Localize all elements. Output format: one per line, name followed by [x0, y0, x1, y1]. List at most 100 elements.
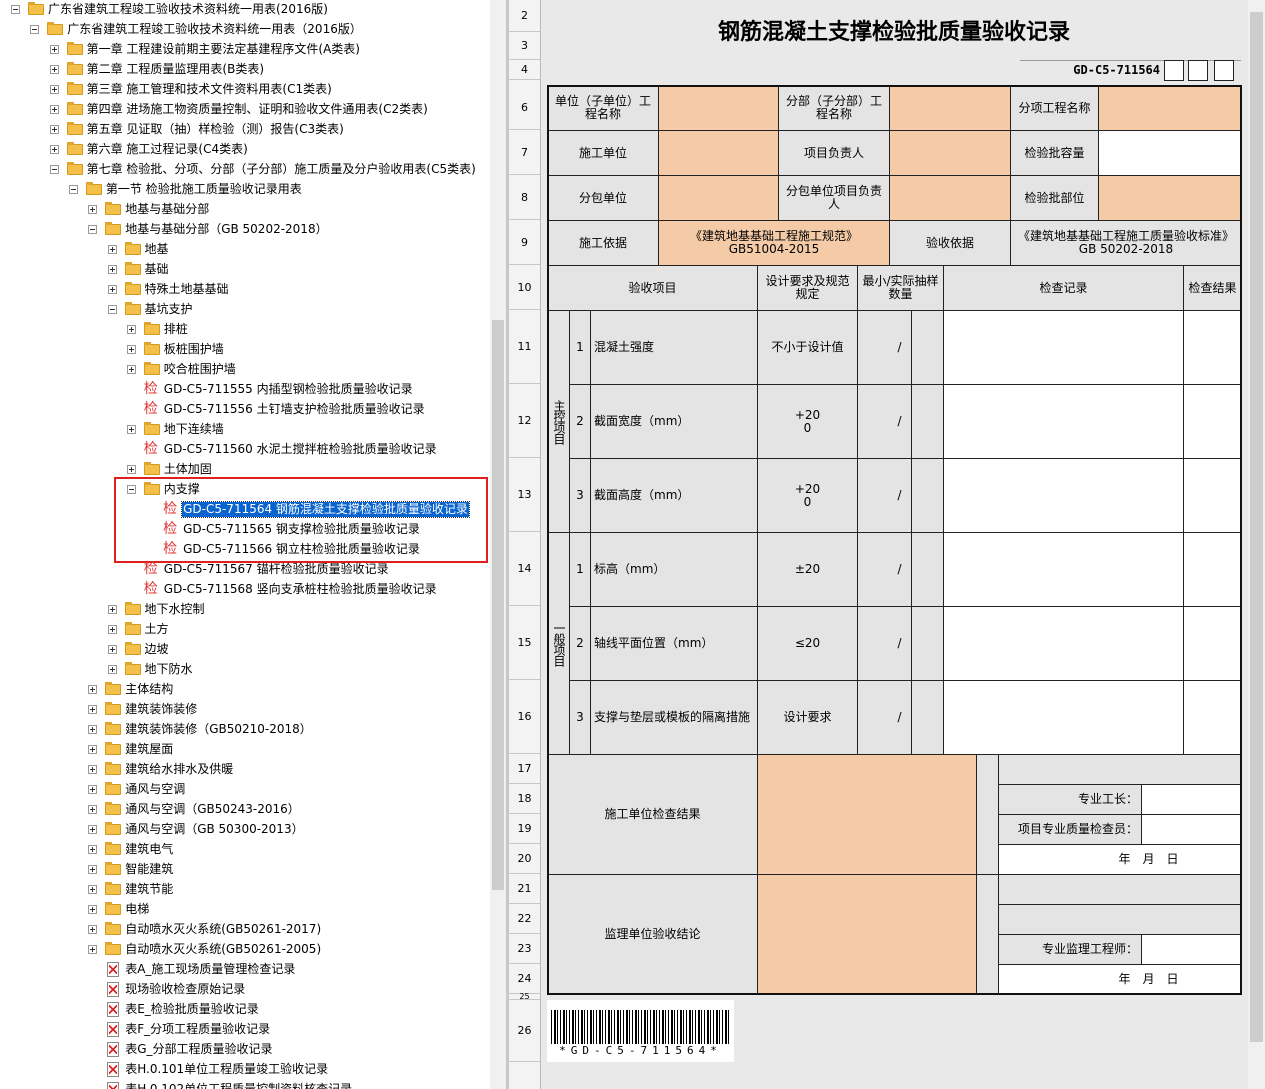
expander[interactable]: [107, 285, 117, 294]
expander[interactable]: [88, 905, 98, 914]
row-number[interactable]: 15: [509, 606, 540, 680]
tree-item-label[interactable]: 第三章 施工管理和技术文件资料用表(C1类表): [86, 82, 332, 96]
row-number[interactable]: 11: [509, 310, 540, 384]
tree-item-label[interactable]: 地下防水: [144, 662, 193, 676]
tree-item-label[interactable]: 地基与基础分部（GB 50202-2018）: [125, 222, 328, 236]
tree-item-label[interactable]: 第二章 工程质量监理用表(B类表): [86, 62, 265, 76]
tree-item-label[interactable]: 第一章 工程建设前期主要法定基建程序文件(A类表): [86, 42, 360, 56]
tree-item-label[interactable]: 建筑给水排水及供暖: [125, 762, 234, 776]
row-number[interactable]: 25: [509, 992, 540, 1001]
expander[interactable]: [88, 725, 98, 734]
row-number[interactable]: 4: [509, 60, 540, 80]
scroll-thumb[interactable]: [1250, 12, 1263, 1042]
expander[interactable]: [49, 45, 59, 54]
tree-item-label[interactable]: 表H.0.101单位工程质量竣工验收记录: [125, 1062, 329, 1076]
expander[interactable]: [88, 945, 98, 954]
expander[interactable]: [88, 925, 98, 934]
tree-item-label[interactable]: GD-C5-711566 钢立柱检验批质量验收记录: [183, 542, 420, 556]
row-number[interactable]: 17: [509, 754, 540, 784]
expander[interactable]: [88, 785, 98, 794]
expander[interactable]: [49, 105, 59, 114]
row-number[interactable]: 13: [509, 458, 540, 532]
row-number[interactable]: 14: [509, 532, 540, 606]
tree-item-label[interactable]: 土体加固: [163, 462, 212, 476]
tree-item-label[interactable]: GD-C5-711556 土钉墙支护检验批质量验收记录: [163, 402, 425, 416]
tree-item-label[interactable]: 内支撑: [163, 482, 200, 496]
tree-item-label[interactable]: 通风与空调: [125, 782, 186, 796]
tree-item-label[interactable]: 表E_检验批质量验收记录: [125, 1002, 259, 1016]
expander[interactable]: [88, 885, 98, 894]
tree-item-label[interactable]: 咬合桩围护墙: [163, 362, 236, 376]
tree-item-label[interactable]: 建筑节能: [125, 882, 174, 896]
row-number[interactable]: 9: [509, 220, 540, 265]
tree-item-label[interactable]: GD-C5-711567 锚杆检验批质量验收记录: [163, 562, 389, 576]
tree-item-label[interactable]: 排桩: [163, 322, 188, 336]
expander[interactable]: [49, 85, 59, 94]
tree-item-label[interactable]: 主体结构: [125, 682, 174, 696]
expander[interactable]: [11, 5, 20, 14]
row-number[interactable]: 24: [509, 964, 540, 994]
row-number[interactable]: 21: [509, 874, 540, 904]
tree-item-label[interactable]: 第一节 检验批施工质量验收记录用表: [105, 182, 302, 196]
expander[interactable]: [107, 245, 117, 254]
expander[interactable]: [107, 605, 117, 614]
expander[interactable]: [88, 865, 98, 874]
expander[interactable]: [88, 765, 98, 774]
tree-scrollbar[interactable]: [490, 0, 506, 1089]
expander[interactable]: [126, 345, 136, 354]
expander[interactable]: [49, 165, 59, 174]
expander[interactable]: [88, 825, 98, 834]
tree-item-label[interactable]: 表G_分部工程质量验收记录: [125, 1042, 273, 1056]
tree-item-label[interactable]: 现场验收检查原始记录: [125, 982, 246, 996]
tree-item-label[interactable]: 建筑装饰装修（GB50210-2018）: [125, 722, 312, 736]
expander[interactable]: [107, 665, 117, 674]
expander[interactable]: [49, 125, 59, 134]
row-number[interactable]: 18: [509, 784, 540, 814]
row-number[interactable]: 3: [509, 32, 540, 60]
expander[interactable]: [126, 465, 136, 474]
row-number[interactable]: 7: [509, 130, 540, 175]
row-number[interactable]: 22: [509, 904, 540, 934]
tree-item-label[interactable]: 表F_分项工程质量验收记录: [125, 1022, 271, 1036]
tree-item-label[interactable]: 地基: [144, 242, 169, 256]
expander[interactable]: [88, 205, 98, 214]
tree-item-label[interactable]: GD-C5-711555 内插型钢检验批质量验收记录: [163, 382, 413, 396]
tree-item-label[interactable]: 表H.0.102单位工程质量控制资料核查记录: [125, 1082, 353, 1089]
expander[interactable]: [126, 365, 136, 374]
row-number[interactable]: 8: [509, 175, 540, 220]
tree-item-label[interactable]: GD-C5-711564 钢筋混凝土支撑检验批质量验收记录: [181, 501, 470, 518]
tree-item-label[interactable]: 第四章 进场施工物资质量控制、证明和验收文件通用表(C2类表): [86, 102, 428, 116]
row-number[interactable]: 10: [509, 265, 540, 310]
tree-item-label[interactable]: 建筑屋面: [125, 742, 174, 756]
tree-item-label[interactable]: 地下连续墙: [163, 422, 224, 436]
tree-item-label[interactable]: 智能建筑: [125, 862, 174, 876]
tree-item-label[interactable]: 土方: [144, 622, 169, 636]
tree-item-label[interactable]: 基坑支护: [144, 302, 193, 316]
tree-item-label[interactable]: GD-C5-711565 钢支撑检验批质量验收记录: [183, 522, 420, 536]
row-number[interactable]: 6: [509, 85, 540, 130]
tree-item-label[interactable]: 自动喷水灭火系统(GB50261-2017): [125, 922, 322, 936]
row-number[interactable]: 23: [509, 934, 540, 964]
row-number[interactable]: 26: [509, 1000, 540, 1062]
expander[interactable]: [49, 65, 59, 74]
row-number[interactable]: 16: [509, 680, 540, 754]
tree-item-label[interactable]: 特殊土地基基础: [144, 282, 229, 296]
tree-item-label[interactable]: 广东省建筑工程竣工验收技术资料统一用表(2016版): [48, 2, 328, 16]
tree-item-label[interactable]: 自动喷水灭火系统(GB50261-2005): [125, 942, 322, 956]
expander[interactable]: [88, 705, 98, 714]
tree-item-label[interactable]: 板桩围护墙: [163, 342, 224, 356]
expander[interactable]: [107, 265, 117, 274]
expander[interactable]: [68, 185, 78, 194]
tree-item-label[interactable]: 建筑电气: [125, 842, 174, 856]
row-number[interactable]: 12: [509, 384, 540, 458]
expander[interactable]: [126, 485, 136, 494]
tree-item-label[interactable]: GD-C5-711568 竖向支承桩柱检验批质量验收记录: [163, 582, 437, 596]
expander[interactable]: [88, 805, 98, 814]
expander[interactable]: [49, 145, 59, 154]
tree-item-label[interactable]: 第六章 施工过程记录(C4类表): [86, 142, 248, 156]
tree-item-label[interactable]: 电梯: [125, 902, 150, 916]
tree-item-label[interactable]: GD-C5-711560 水泥土搅拌桩检验批质量验收记录: [163, 442, 437, 456]
tree-item-label[interactable]: 地基与基础分部: [125, 202, 210, 216]
tree-item-label[interactable]: 第五章 见证取（抽）样检验（测）报告(C3类表): [86, 122, 344, 136]
row-number[interactable]: 20: [509, 844, 540, 874]
